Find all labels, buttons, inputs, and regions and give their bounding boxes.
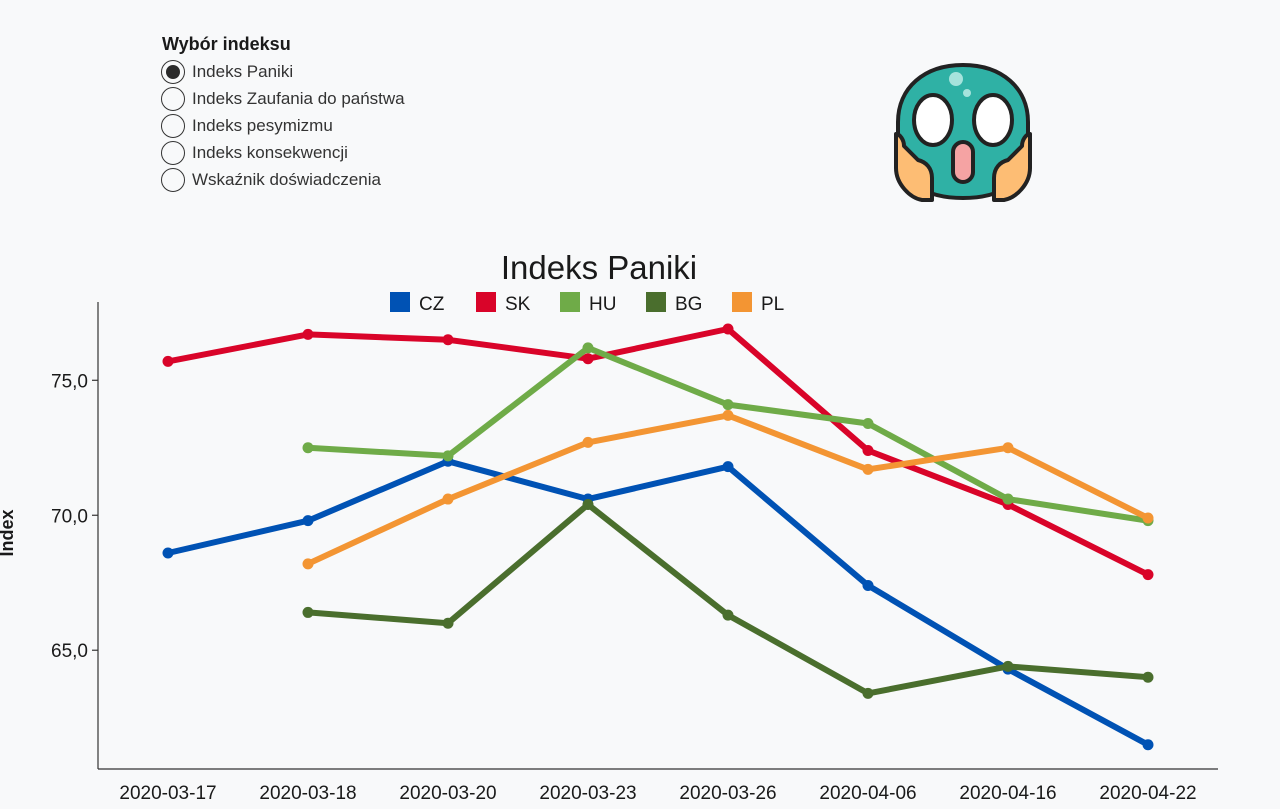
data-point-sk xyxy=(302,328,314,340)
series-line-hu xyxy=(305,344,1151,524)
data-point-cz xyxy=(722,461,734,473)
data-point-bg xyxy=(722,609,734,621)
data-point-sk xyxy=(722,323,734,335)
line-chart: Indeks Paniki CZ SK HU BG PL Index 65,0 70,0 7… xyxy=(0,249,1218,804)
legend-swatch xyxy=(732,292,752,312)
legend-label: PL xyxy=(761,294,784,315)
x-tick-label: 2020-03-26 xyxy=(679,783,776,804)
data-point-pl xyxy=(722,409,734,421)
legend-swatch xyxy=(476,292,496,312)
data-point-hu xyxy=(302,442,314,454)
x-axis-ticks: 2020-03-17 2020-03-18 2020-03-20 2020-03-23… xyxy=(119,783,1196,804)
data-point-pl xyxy=(582,436,594,448)
data-point-pl xyxy=(1002,442,1014,454)
legend-swatch xyxy=(646,292,666,312)
data-point-cz xyxy=(302,515,314,527)
data-point-bg xyxy=(302,606,314,618)
data-point-pl xyxy=(862,463,874,475)
radio-option-consequence-index[interactable]: Indeks konsekwencji xyxy=(161,139,405,166)
series-line-bg xyxy=(305,501,1151,697)
radio-option-label: Indeks Zaufania do państwa xyxy=(192,88,405,108)
radio-option-panic-index[interactable]: Indeks Paniki xyxy=(161,58,405,85)
data-point-sk xyxy=(862,444,874,456)
legend-label: HU xyxy=(589,294,616,315)
data-point-cz xyxy=(162,547,174,559)
data-point-sk xyxy=(442,334,454,346)
radio-button[interactable] xyxy=(161,113,185,138)
y-axis-ticks: 65,0 70,0 75,0 xyxy=(51,371,98,662)
data-point-pl xyxy=(442,493,454,505)
data-point-bg xyxy=(862,687,874,699)
data-point-bg xyxy=(582,498,594,510)
radio-option-experience-indicator[interactable]: Wskaźnik doświadczenia xyxy=(161,166,405,193)
y-axis-label: Index xyxy=(0,509,17,556)
radio-button[interactable] xyxy=(161,86,185,111)
x-tick-label: 2020-03-18 xyxy=(259,783,356,804)
data-point-hu xyxy=(862,417,874,429)
legend-label: SK xyxy=(505,294,531,315)
y-tick-label: 70,0 xyxy=(51,506,88,527)
data-point-hu xyxy=(722,399,734,411)
x-tick-label: 2020-03-17 xyxy=(119,783,216,804)
x-tick-label: 2020-03-23 xyxy=(539,783,636,804)
y-tick-label: 75,0 xyxy=(51,371,88,392)
chart-series xyxy=(162,323,1154,751)
radio-button[interactable] xyxy=(161,167,185,192)
selector-title: Wybór indeksu xyxy=(162,34,291,54)
radio-option-pessimism-index[interactable]: Indeks pesymizmu xyxy=(161,112,405,139)
radio-button[interactable] xyxy=(161,59,185,84)
y-tick-label: 65,0 xyxy=(51,641,88,662)
data-point-hu xyxy=(1002,493,1014,505)
data-point-hu xyxy=(582,342,594,354)
shocked-face-icon xyxy=(894,62,1032,202)
x-tick-label: 2020-04-06 xyxy=(819,783,916,804)
legend-label: BG xyxy=(675,294,702,315)
x-tick-label: 2020-04-16 xyxy=(959,783,1056,804)
data-point-pl xyxy=(302,558,314,570)
chart-title: Indeks Paniki xyxy=(501,249,697,286)
data-point-cz xyxy=(862,579,874,591)
radio-option-trust-index[interactable]: Indeks Zaufania do państwa xyxy=(161,85,405,112)
series-line-sk xyxy=(165,326,1151,578)
x-tick-label: 2020-03-20 xyxy=(399,783,496,804)
x-tick-label: 2020-04-22 xyxy=(1099,783,1196,804)
data-point-hu xyxy=(442,450,454,462)
data-point-sk xyxy=(162,355,174,367)
legend-swatch xyxy=(560,292,580,312)
data-point-bg xyxy=(1002,660,1014,672)
data-point-bg xyxy=(442,617,454,629)
radio-button[interactable] xyxy=(161,140,185,165)
radio-option-label: Indeks konsekwencji xyxy=(192,142,348,162)
radio-option-label: Wskaźnik doświadczenia xyxy=(192,169,381,189)
series-line-cz xyxy=(165,458,1151,748)
legend-label: CZ xyxy=(419,294,445,315)
data-point-sk xyxy=(582,353,594,365)
radio-option-label: Indeks pesymizmu xyxy=(192,115,333,135)
data-point-pl xyxy=(1142,512,1154,524)
data-point-bg xyxy=(1142,671,1154,683)
radio-option-label: Indeks Paniki xyxy=(192,61,294,81)
data-point-cz xyxy=(1142,739,1154,751)
legend-swatch xyxy=(390,292,410,312)
index-selector: Wybór indeksu Indeks Paniki Indeks Zaufa… xyxy=(161,34,405,193)
series-line-pl xyxy=(305,412,1151,567)
chart-legend: CZ SK HU BG PL xyxy=(390,292,784,315)
data-point-sk xyxy=(1142,569,1154,581)
radio-selected-dot xyxy=(166,64,180,79)
